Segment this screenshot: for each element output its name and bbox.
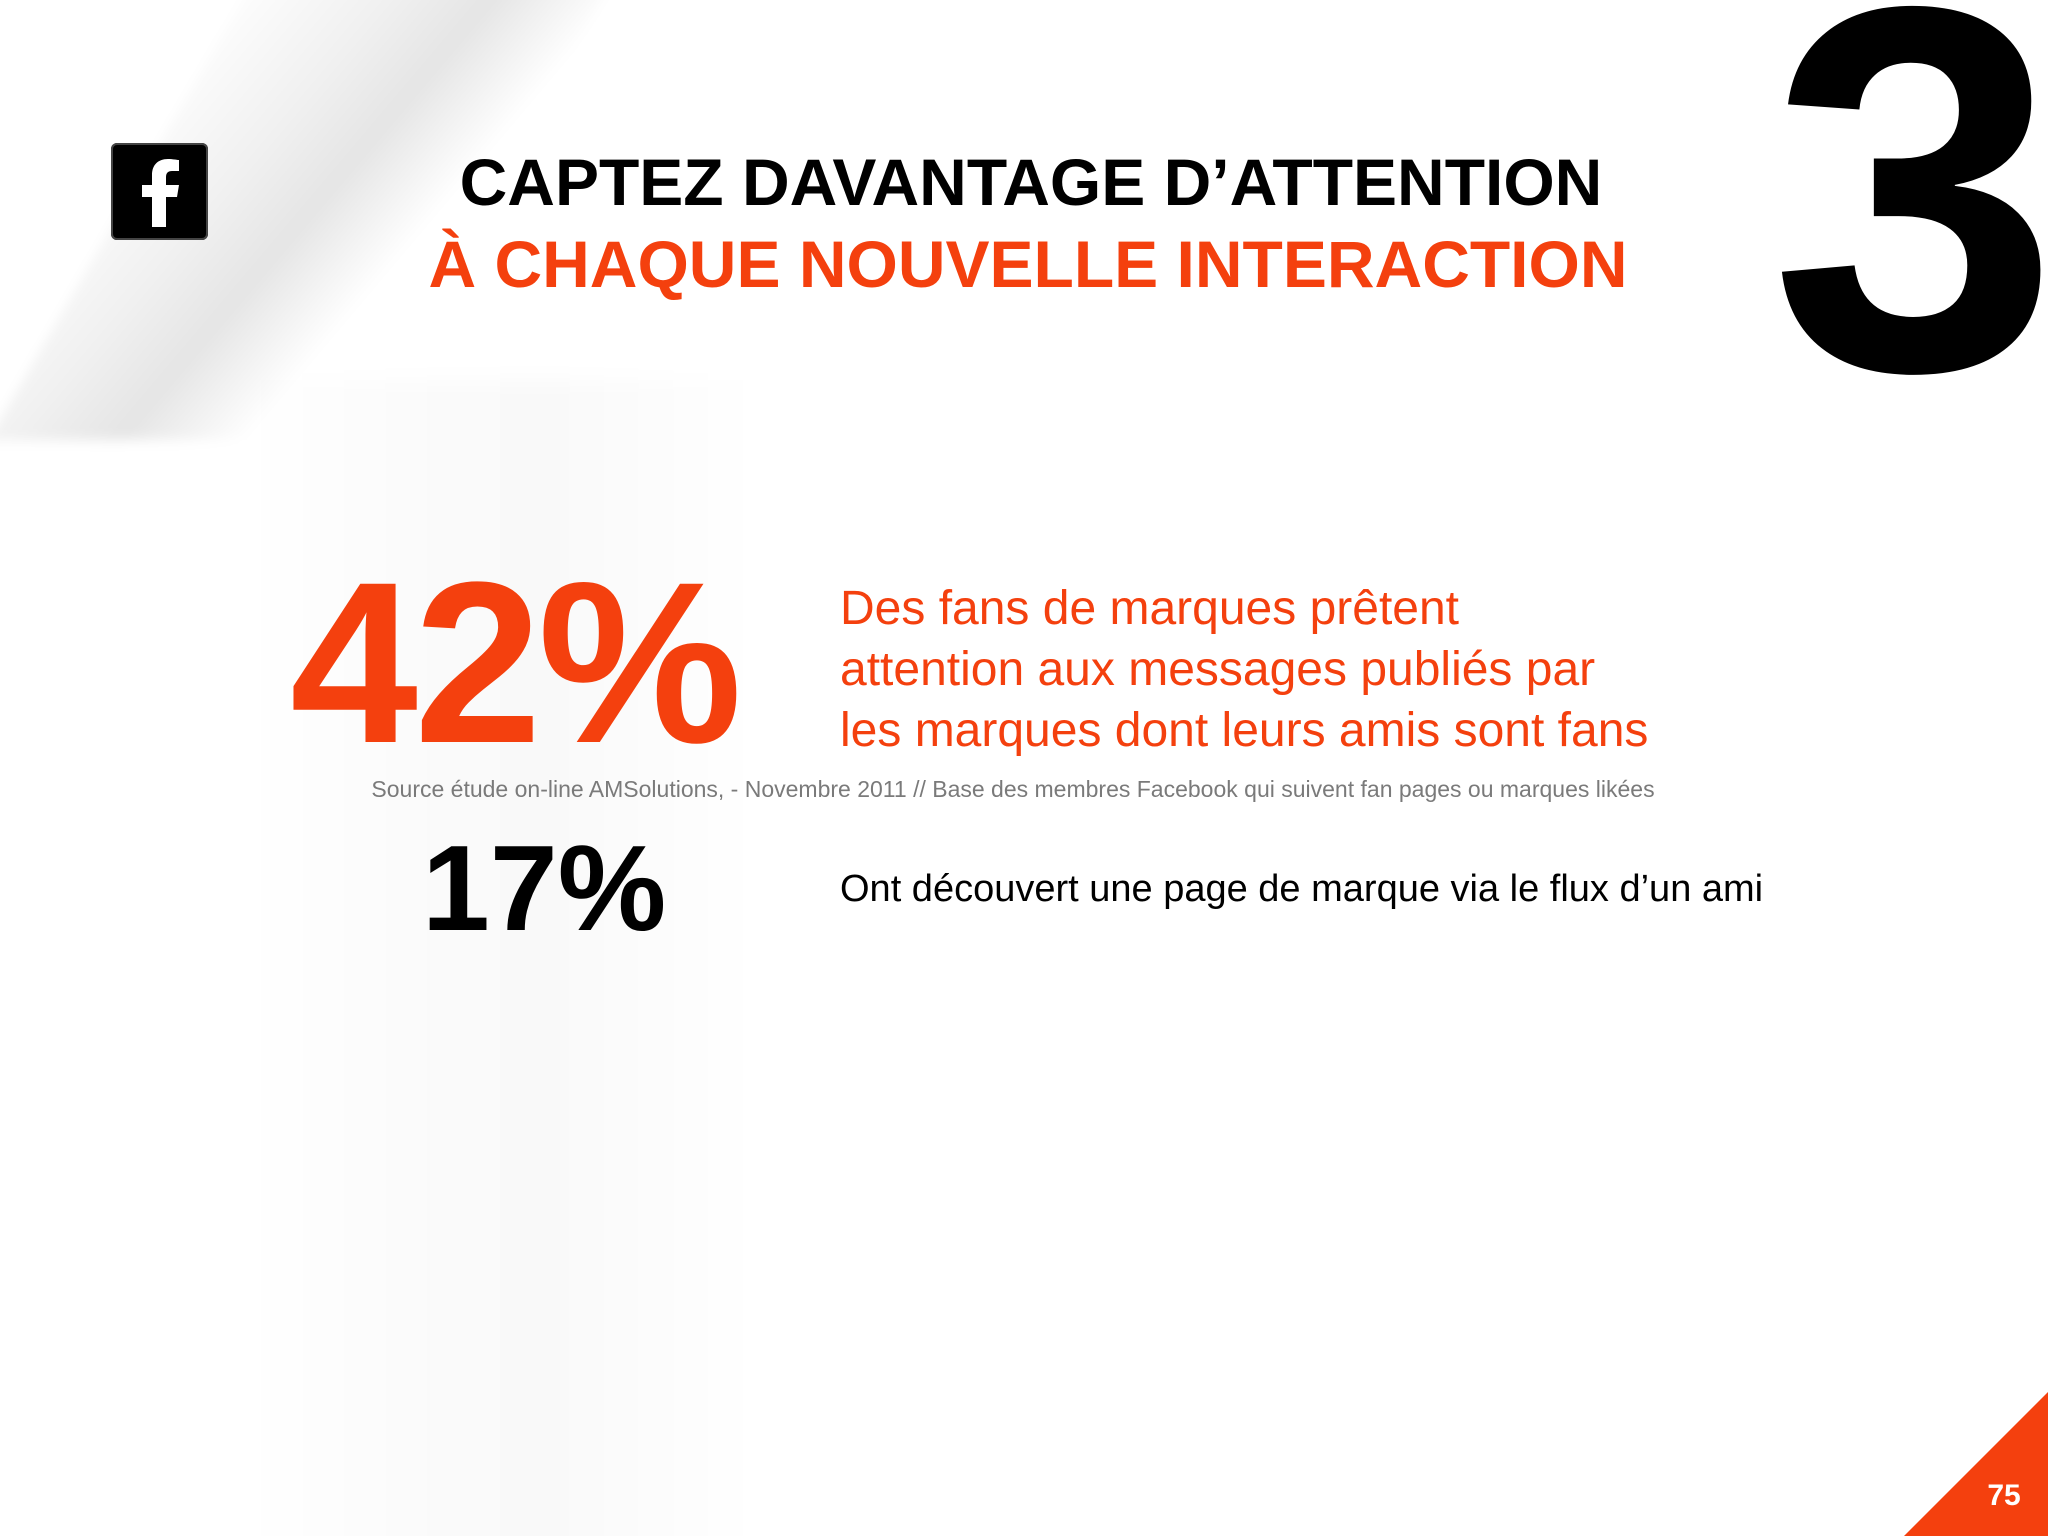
stat-description-line: Des fans de marques prêtent (840, 582, 1460, 635)
page-number: 75 (1987, 1479, 2021, 1512)
section-number: 3 (1770, 0, 2048, 480)
stat-value-42: 42% (290, 534, 742, 791)
stat-description-line: attention aux messages publiés par (840, 643, 1596, 696)
stat-description-42: Des fans de marques prêtent attention au… (840, 578, 1840, 761)
stat-description-line: les marques dont leurs amis sont fans (840, 704, 1649, 757)
corner-accent (1904, 1392, 2048, 1536)
stat-description-17: Ont découvert une page de marque via le … (840, 868, 1764, 910)
facebook-icon (111, 143, 208, 240)
title-line-2: À CHAQUE NOUVELLE INTERACTION (428, 227, 1628, 301)
page-shadow (240, 380, 760, 1536)
stat-value-17: 17% (422, 820, 667, 956)
title-line-1: CAPTEZ DAVANTAGE D’ATTENTION (459, 145, 1603, 219)
source-note: Source étude on-line AMSolutions, - Nove… (371, 776, 1655, 802)
